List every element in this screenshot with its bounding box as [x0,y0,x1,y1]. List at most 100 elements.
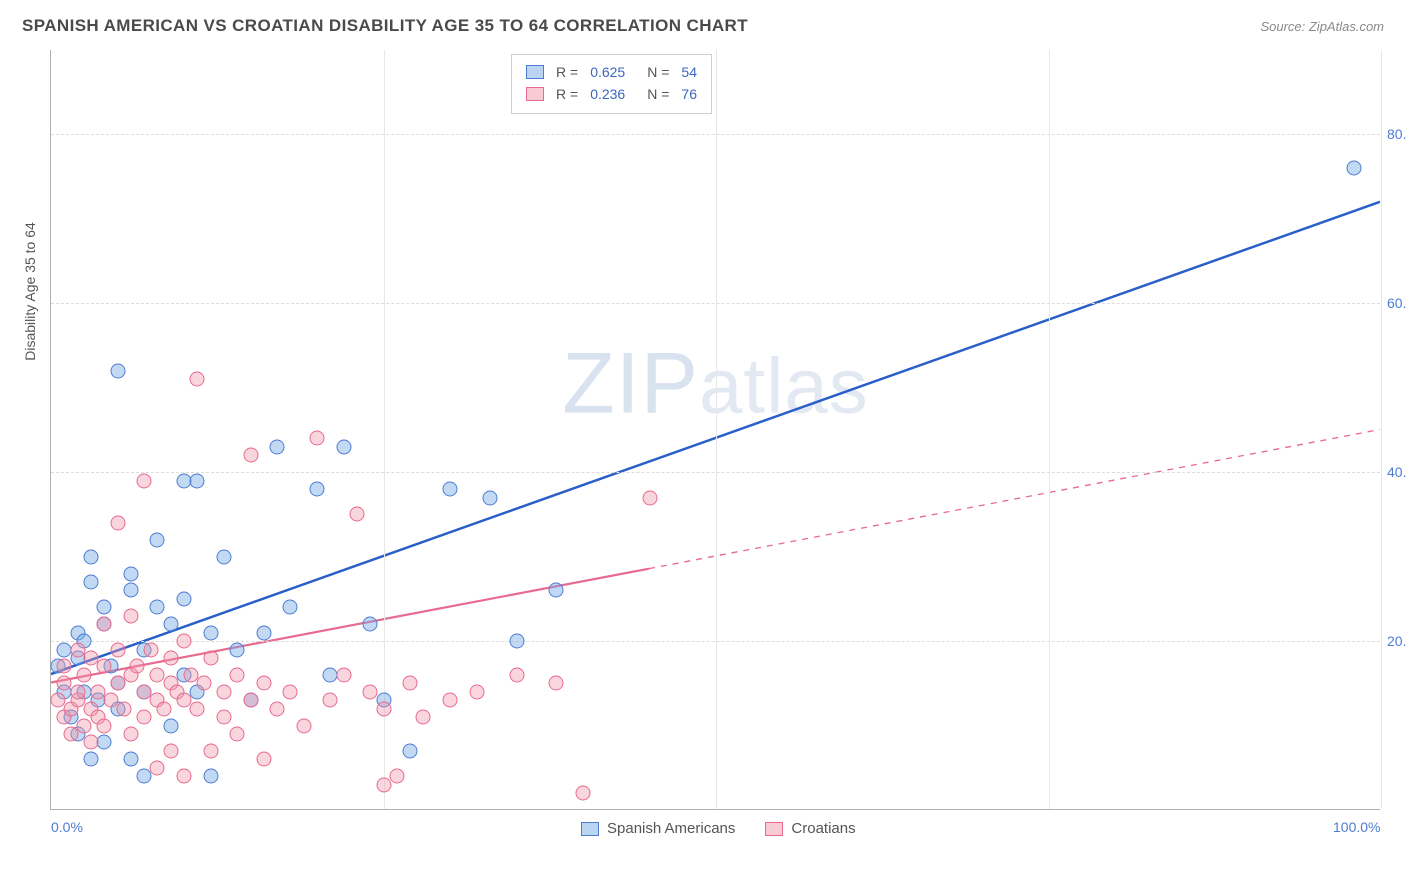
data-point [137,769,152,784]
data-point [97,600,112,615]
gridline-v [1381,50,1382,809]
legend-r-label: R = [556,83,578,105]
data-point [77,718,92,733]
data-point [509,667,524,682]
legend-correlation-row: R =0.236N =76 [526,83,697,105]
data-point [123,608,138,623]
data-point [163,743,178,758]
data-point [163,651,178,666]
legend-r-value: 0.625 [590,61,625,83]
series-legend: Spanish Americans Croatians [581,820,856,837]
x-tick-label: 100.0% [1333,819,1380,835]
data-point [349,507,364,522]
data-point [190,701,205,716]
data-point [576,786,591,801]
data-point [549,583,564,598]
data-point [97,659,112,674]
data-point [150,760,165,775]
data-point [83,575,98,590]
data-point [482,490,497,505]
data-point [336,667,351,682]
data-point [216,710,231,725]
data-point [230,642,245,657]
data-point [83,752,98,767]
data-point [190,473,205,488]
data-point [110,363,125,378]
data-point [216,549,231,564]
data-point [469,684,484,699]
data-point [110,642,125,657]
data-point [190,372,205,387]
legend-n-label: N = [647,61,669,83]
data-point [163,718,178,733]
series-legend-label: Spanish Americans [607,820,735,837]
data-point [243,448,258,463]
data-point [137,710,152,725]
data-point [137,473,152,488]
data-point [203,625,218,640]
correlation-legend: R = 0.625 N = 54R =0.236N =76 [511,54,712,114]
data-point [177,634,192,649]
data-point [376,701,391,716]
data-point [310,431,325,446]
data-point [230,667,245,682]
data-point [97,735,112,750]
data-point [203,769,218,784]
data-point [363,617,378,632]
y-tick-label: 60.0% [1387,295,1406,311]
data-point [256,625,271,640]
data-point [256,676,271,691]
data-point [270,439,285,454]
legend-r-label: R = [556,61,578,83]
y-tick-label: 40.0% [1387,464,1406,480]
legend-swatch [526,87,544,101]
series-legend-item: Spanish Americans [581,820,735,837]
chart-title: SPANISH AMERICAN VS CROATIAN DISABILITY … [22,16,748,36]
data-point [363,684,378,699]
data-point [97,617,112,632]
data-point [323,693,338,708]
data-point [443,482,458,497]
data-point [177,591,192,606]
data-point [57,659,72,674]
data-point [123,752,138,767]
data-point [256,752,271,767]
legend-n-value: 54 [681,61,697,83]
data-point [416,710,431,725]
data-point [123,727,138,742]
data-point [389,769,404,784]
data-point [123,566,138,581]
legend-swatch [765,822,783,836]
data-point [97,718,112,733]
source-attribution: Source: ZipAtlas.com [1260,19,1384,34]
data-point [509,634,524,649]
data-point [336,439,351,454]
data-point [1347,161,1362,176]
data-point [150,600,165,615]
data-point [549,676,564,691]
y-tick-label: 20.0% [1387,633,1406,649]
gridline-v [716,50,717,809]
data-point [163,617,178,632]
data-point [230,727,245,742]
legend-correlation-row: R = 0.625 N = 54 [526,61,697,83]
data-point [143,642,158,657]
data-point [83,549,98,564]
legend-swatch [581,822,599,836]
data-point [642,490,657,505]
data-point [70,684,85,699]
data-point [296,718,311,733]
y-tick-label: 80.0% [1387,126,1406,142]
legend-n-label: N = [647,83,669,105]
chart-plot-area: ZIPatlas R =0.625N =54R =0.236N =76 Span… [50,50,1380,810]
y-axis-label: Disability Age 35 to 64 [22,222,38,361]
data-point [63,727,78,742]
data-point [77,667,92,682]
data-point [110,676,125,691]
data-point [376,777,391,792]
data-point [157,701,172,716]
data-point [203,651,218,666]
series-legend-item: Croatians [765,820,855,837]
data-point [110,515,125,530]
data-point [83,735,98,750]
